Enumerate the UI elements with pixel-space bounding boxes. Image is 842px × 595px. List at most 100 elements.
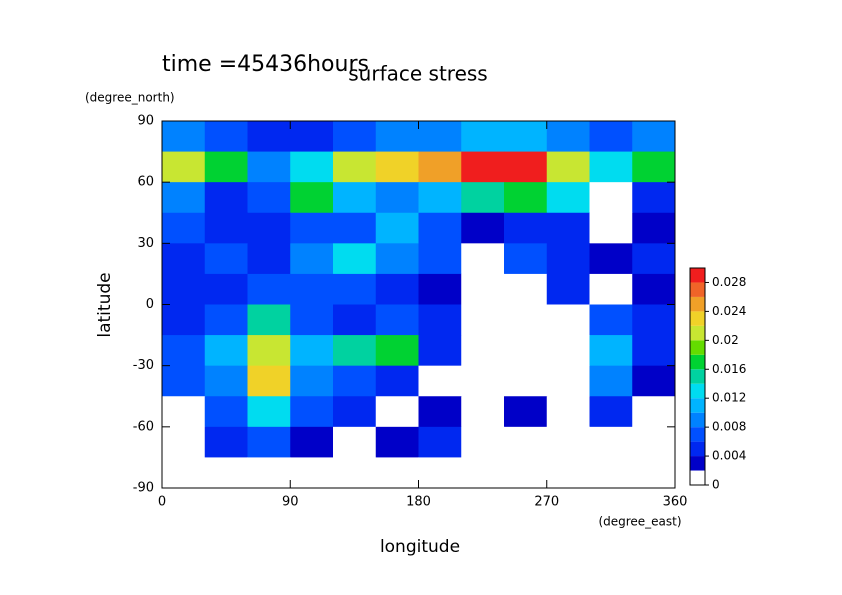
field-cell [546,212,590,244]
colorbar-label: 0.024 [712,304,746,318]
field-cell [546,182,590,214]
field-cell [290,212,334,244]
field-cell [333,151,377,183]
field-cell [333,365,377,397]
field-cell [461,212,505,244]
field-cell [290,365,334,397]
field-cell [375,212,419,244]
field-cell [162,151,206,183]
field-cell [632,396,676,428]
field-cell [632,121,676,153]
field-cell [204,212,248,244]
field-cell [375,335,419,367]
field-cell [589,457,633,489]
colorbar-swatch [690,268,705,283]
field-cell [461,151,505,183]
field-cell [504,212,548,244]
colorbar-label: 0.004 [712,449,746,463]
field-cell [204,273,248,305]
field-cell [333,243,377,275]
field-cell [504,457,548,489]
field-cell [632,335,676,367]
field-cell [247,182,291,214]
field-cell [632,151,676,183]
field-cell [418,304,462,336]
field-cell [504,243,548,275]
field-cell [290,151,334,183]
colorbar-label: 0.016 [712,362,746,376]
y-tick-label: -60 [133,419,154,434]
field-cell [375,365,419,397]
x-axis-label: longitude [380,537,460,557]
y-tick-label: 30 [137,236,154,251]
field-cell [247,304,291,336]
field-cell [589,426,633,458]
field-cell [418,121,462,153]
field-cell [247,457,291,489]
field-cell [162,212,206,244]
field-cell [461,426,505,458]
field-cell [418,396,462,428]
field-cell [290,121,334,153]
colorbar-swatch [690,441,705,457]
field-cell [333,457,377,489]
field-cell [504,273,548,305]
field-cell [333,396,377,428]
field-cell [632,243,676,275]
field-cell [589,182,633,214]
field-cell [375,121,419,153]
field-cell [461,335,505,367]
field-cell [247,365,291,397]
colorbar-swatch [690,412,705,428]
field-cell [461,457,505,489]
field-cell [290,426,334,458]
field-cell [162,457,206,489]
y-tick-label: 90 [137,114,154,129]
field-cell [504,396,548,428]
y-tick-label: -90 [133,481,154,496]
colorbar-swatch [690,470,705,485]
field-cell [418,182,462,214]
field-cell [418,212,462,244]
y-tick-label: 0 [146,297,154,312]
field-cell [589,396,633,428]
x-tick-label: 270 [534,495,559,510]
field-cell [589,121,633,153]
field-cell [546,273,590,305]
field-cell [333,304,377,336]
colorbar-swatch [690,296,705,312]
field-cell [162,243,206,275]
field-cell [247,212,291,244]
field-cell [290,243,334,275]
y-tick-label: 60 [137,175,154,190]
field-cell [204,426,248,458]
field-cell [418,426,462,458]
y-axis-label: latitude [95,272,115,337]
field-cell [589,151,633,183]
field-cell [247,243,291,275]
field-cell [290,182,334,214]
field-cell [504,182,548,214]
field-cell [162,182,206,214]
field-cell [290,396,334,428]
field-cell [204,335,248,367]
field-cell [418,335,462,367]
colorbar-swatch [690,456,705,471]
colorbar-frame [689,267,706,486]
field-cell [632,457,676,489]
field-cell [546,365,590,397]
field-cell [632,273,676,305]
colorbar-label: 0.008 [712,420,746,434]
field-cell [461,273,505,305]
x-tick-label: 180 [406,495,431,510]
field-cell [290,304,334,336]
field-cell [504,365,548,397]
field-cell [375,243,419,275]
colorbar-label: 0 [712,478,720,492]
field-cell [247,335,291,367]
field-cell [375,396,419,428]
field-cell [247,151,291,183]
field-cell [589,335,633,367]
field-cell [546,426,590,458]
field-cell [333,182,377,214]
